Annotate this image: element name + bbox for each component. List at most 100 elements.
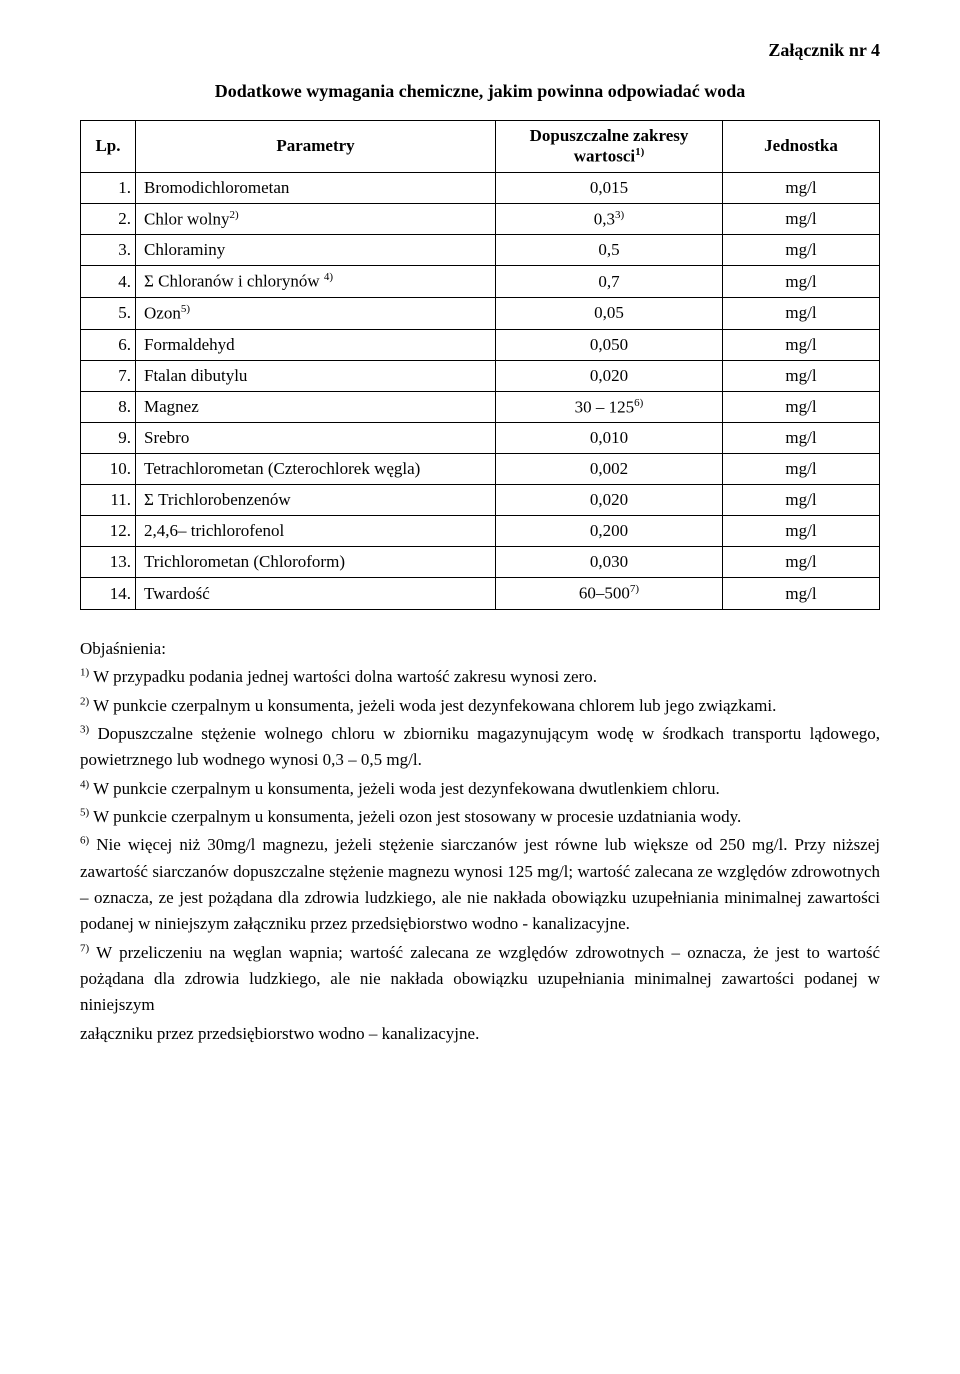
header-range-word: wartosci (574, 147, 635, 166)
table-row: 7.Ftalan dibutylu0,020mg/l (81, 360, 880, 391)
table-row: 14.Twardość60–5007)mg/l (81, 578, 880, 610)
notes-tail: załączniku przez przedsiębiorstwo wodno … (80, 1021, 880, 1047)
cell-unit: mg/l (723, 485, 880, 516)
document-page: Załącznik nr 4 Dodatkowe wymagania chemi… (0, 0, 960, 1374)
note-item: 4) W punkcie czerpalnym u konsumenta, je… (80, 776, 880, 802)
header-unit: Jednostka (723, 121, 880, 173)
document-title: Dodatkowe wymagania chemiczne, jakim pow… (80, 81, 880, 102)
cell-unit: mg/l (723, 423, 880, 454)
header-range-prefix: Dopuszczalne zakresy (530, 126, 689, 145)
table-row: 2.Chlor wolny2)0,33)mg/l (81, 203, 880, 235)
cell-value: 0,7 (496, 266, 723, 298)
note-item: 7) W przeliczeniu na węglan wapnia; wart… (80, 940, 880, 1019)
cell-param: Ftalan dibutylu (136, 360, 496, 391)
note-sup: 7) (80, 942, 89, 954)
header-lp-text: Lp. (95, 136, 120, 155)
table-row: 5.Ozon5)0,05mg/l (81, 297, 880, 329)
cell-param: Σ Trichlorobenzenów (136, 485, 496, 516)
table-row: 1.Bromodichlorometan0,015mg/l (81, 172, 880, 203)
attachment-label: Załącznik nr 4 (80, 40, 880, 61)
note-item: 5) W punkcie czerpalnym u konsumenta, je… (80, 804, 880, 830)
header-param-text: Parametry (276, 136, 354, 155)
table-body: 1.Bromodichlorometan0,015mg/l2.Chlor wol… (81, 172, 880, 609)
cell-unit: mg/l (723, 297, 880, 329)
param-sup: 5) (181, 303, 190, 315)
cell-lp: 8. (81, 391, 136, 423)
note-item: 3) Dopuszczalne stężenie wolnego chloru … (80, 721, 880, 774)
param-sup: 2) (229, 209, 238, 221)
cell-lp: 3. (81, 235, 136, 266)
cell-unit: mg/l (723, 360, 880, 391)
value-sup: 6) (634, 397, 643, 409)
table-row: 12.2,4,6– trichlorofenol0,200mg/l (81, 516, 880, 547)
note-item: 1) W przypadku podania jednej wartości d… (80, 664, 880, 690)
header-range-sup: 1) (635, 146, 644, 158)
note-sup: 1) (80, 667, 89, 679)
cell-unit: mg/l (723, 516, 880, 547)
cell-lp: 1. (81, 172, 136, 203)
cell-param: Magnez (136, 391, 496, 423)
cell-unit: mg/l (723, 547, 880, 578)
notes-section: Objaśnienia: 1) W przypadku podania jedn… (80, 636, 880, 1047)
table-row: 4.Σ Chloranów i chlorynów 4)0,7mg/l (81, 266, 880, 298)
header-range: Dopuszczalne zakresy wartosci1) (496, 121, 723, 173)
cell-lp: 11. (81, 485, 136, 516)
cell-unit: mg/l (723, 172, 880, 203)
cell-value: 0,050 (496, 329, 723, 360)
param-sup: 4) (324, 271, 333, 283)
cell-value: 0,5 (496, 235, 723, 266)
cell-unit: mg/l (723, 266, 880, 298)
cell-value: 30 – 1256) (496, 391, 723, 423)
note-item: 2) W punkcie czerpalnym u konsumenta, je… (80, 693, 880, 719)
cell-unit: mg/l (723, 329, 880, 360)
note-sup: 3) (80, 723, 89, 735)
cell-param: Srebro (136, 423, 496, 454)
cell-value: 0,020 (496, 485, 723, 516)
table-row: 3.Chloraminy0,5mg/l (81, 235, 880, 266)
value-sup: 3) (615, 209, 624, 221)
note-sup: 5) (80, 806, 89, 818)
cell-param: Bromodichlorometan (136, 172, 496, 203)
cell-param: Trichlorometan (Chloroform) (136, 547, 496, 578)
note-sup: 4) (80, 778, 89, 790)
cell-lp: 6. (81, 329, 136, 360)
cell-param: Σ Chloranów i chlorynów 4) (136, 266, 496, 298)
cell-value: 0,015 (496, 172, 723, 203)
cell-lp: 12. (81, 516, 136, 547)
value-sup: 7) (630, 583, 639, 595)
header-unit-text: Jednostka (764, 136, 838, 155)
cell-value: 0,200 (496, 516, 723, 547)
table-row: 6.Formaldehyd0,050mg/l (81, 329, 880, 360)
cell-param: Chloraminy (136, 235, 496, 266)
cell-value: 0,010 (496, 423, 723, 454)
cell-value: 0,020 (496, 360, 723, 391)
cell-param: Ozon5) (136, 297, 496, 329)
cell-value: 0,33) (496, 203, 723, 235)
cell-lp: 13. (81, 547, 136, 578)
cell-value: 0,002 (496, 454, 723, 485)
table-row: 10.Tetrachlorometan (Czterochlorek węgla… (81, 454, 880, 485)
header-lp: Lp. (81, 121, 136, 173)
cell-unit: mg/l (723, 391, 880, 423)
cell-param: Tetrachlorometan (Czterochlorek węgla) (136, 454, 496, 485)
table-row: 13.Trichlorometan (Chloroform)0,030mg/l (81, 547, 880, 578)
cell-unit: mg/l (723, 235, 880, 266)
table-header-row: Lp. Parametry Dopuszczalne zakresy warto… (81, 121, 880, 173)
cell-lp: 4. (81, 266, 136, 298)
cell-lp: 7. (81, 360, 136, 391)
cell-unit: mg/l (723, 578, 880, 610)
cell-lp: 2. (81, 203, 136, 235)
table-row: 8.Magnez30 – 1256)mg/l (81, 391, 880, 423)
cell-lp: 10. (81, 454, 136, 485)
header-param: Parametry (136, 121, 496, 173)
table-row: 11.Σ Trichlorobenzenów0,020mg/l (81, 485, 880, 516)
notes-heading: Objaśnienia: (80, 636, 880, 662)
parameters-table: Lp. Parametry Dopuszczalne zakresy warto… (80, 120, 880, 610)
cell-param: Chlor wolny2) (136, 203, 496, 235)
cell-lp: 9. (81, 423, 136, 454)
cell-unit: mg/l (723, 454, 880, 485)
cell-lp: 14. (81, 578, 136, 610)
table-row: 9.Srebro0,010mg/l (81, 423, 880, 454)
note-sup: 6) (80, 835, 89, 847)
notes-items: 1) W przypadku podania jednej wartości d… (80, 664, 880, 1018)
